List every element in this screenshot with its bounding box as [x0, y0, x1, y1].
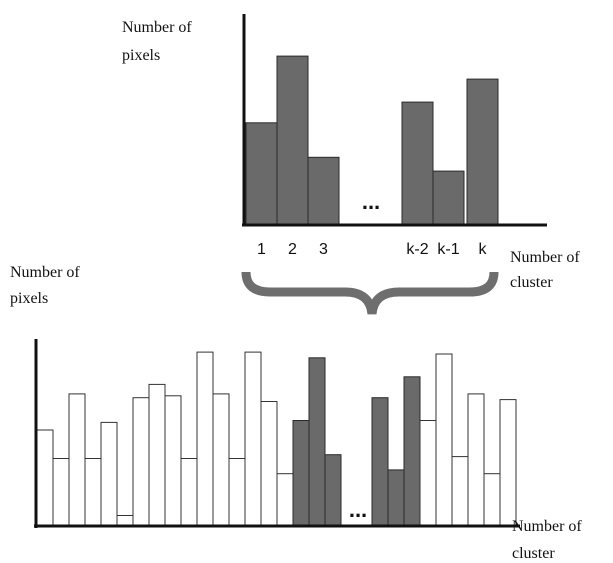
bottom-bar-4 [84, 458, 102, 526]
bottom-bar-14 [244, 351, 262, 526]
bottom-right-bar-6 [499, 399, 517, 526]
top-tick-labels: 1 2 3 k-2 k-1 k [257, 241, 487, 258]
bottom-right-bar-1 [419, 420, 437, 526]
bottom-y-axis-label-line1: Number of [10, 264, 80, 281]
top-tick-label-2: 2 [288, 241, 297, 258]
top-bar-3 [307, 156, 340, 225]
top-x-axis-label-line2: cluster [510, 274, 553, 291]
bottom-bar-3 [68, 393, 86, 526]
curly-brace [241, 271, 499, 315]
bottom-highlight-bar-a-3 [324, 454, 342, 526]
top-ellipsis: ... [362, 189, 380, 214]
top-x-axis-label-line1: Number of [510, 249, 580, 266]
top-tick-label-6: k [479, 241, 488, 258]
top-y-axis-label-line1: Number of [122, 19, 192, 36]
top-chart: Number of pixels ... 1 2 3 k-2 k-1 k Number o… [122, 14, 580, 291]
bottom-x-axis-label-line1: Number of [512, 518, 582, 535]
bottom-highlight-bar-a-2 [308, 357, 326, 526]
bottom-bar-5 [100, 421, 118, 526]
bottom-right-bar-5 [483, 473, 501, 526]
bottom-bar-7 [132, 397, 150, 526]
bottom-right-bar-2 [435, 353, 453, 526]
bottom-bar-8 [148, 383, 166, 526]
bottom-bar-15 [260, 401, 278, 526]
bottom-highlight-bar-b-2 [387, 469, 405, 526]
bottom-x-axis-label-line2: cluster [512, 545, 555, 562]
bottom-highlight-bar-a-1 [292, 420, 310, 526]
bottom-highlight-bar-b-1 [371, 397, 389, 526]
bottom-ellipsis: ... [349, 497, 367, 522]
top-tick-label-1: 1 [257, 241, 266, 258]
top-y-axis-label-line2: pixels [122, 47, 160, 64]
top-bar-5 [432, 170, 465, 225]
bottom-right-bar-4 [467, 393, 485, 526]
bottom-right-bar-3 [451, 456, 469, 526]
bottom-bars [36, 351, 517, 526]
bottom-bar-16 [276, 473, 294, 526]
top-tick-label-3: 3 [319, 241, 328, 258]
top-bars [245, 55, 499, 225]
bottom-bar-6 [116, 515, 134, 526]
top-bar-2 [276, 55, 309, 225]
top-tick-label-4: k-2 [406, 241, 428, 258]
bottom-bar-13 [228, 458, 246, 526]
bottom-y-axis-label-line2: pixels [10, 290, 48, 307]
bottom-highlight-bar-b-3 [403, 376, 421, 526]
top-tick-label-5: k-1 [437, 241, 459, 258]
top-bar-1 [245, 122, 278, 225]
top-bar-6 [466, 78, 499, 225]
bottom-bar-11 [196, 351, 214, 526]
bottom-bar-1 [36, 429, 54, 526]
bottom-chart: Number of pixels ... Number of cluster [10, 264, 582, 562]
bottom-bar-10 [180, 458, 198, 526]
bottom-bar-2 [52, 458, 70, 526]
top-bar-4 [401, 101, 434, 225]
bottom-bar-9 [164, 395, 182, 526]
bottom-bar-12 [212, 393, 230, 526]
